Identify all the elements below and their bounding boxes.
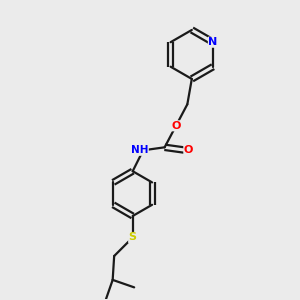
Text: N: N: [208, 37, 217, 47]
Text: O: O: [171, 121, 181, 131]
Text: O: O: [184, 145, 193, 155]
Text: NH: NH: [131, 145, 148, 155]
Text: S: S: [129, 232, 137, 242]
